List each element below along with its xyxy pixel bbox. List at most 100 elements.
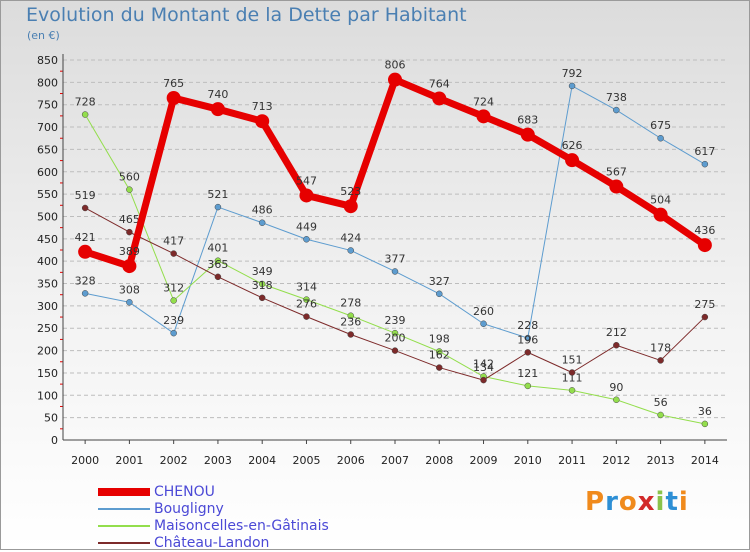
data-point <box>303 236 310 243</box>
x-tick-label: 2014 <box>691 454 719 467</box>
data-point <box>347 312 354 319</box>
data-point <box>613 341 620 349</box>
data-label: 740 <box>207 88 228 101</box>
data-label: 56 <box>654 396 668 409</box>
proxiti-logo: Proxiti <box>585 487 689 517</box>
x-tick-label: 2009 <box>470 454 498 467</box>
data-label: 724 <box>473 95 494 108</box>
data-label: 523 <box>340 185 361 198</box>
data-point <box>347 247 354 254</box>
data-label: 713 <box>252 100 273 113</box>
y-tick-label: 50 <box>44 412 58 425</box>
data-label: 328 <box>75 274 96 287</box>
data-point <box>568 82 576 90</box>
data-label: 626 <box>562 139 583 152</box>
data-point <box>126 228 133 236</box>
data-label: 765 <box>163 77 184 90</box>
x-tick-label: 2008 <box>425 454 453 467</box>
data-label: 521 <box>207 188 228 201</box>
legend-label: CHENOU <box>154 484 215 500</box>
data-label: 239 <box>163 314 184 327</box>
data-point <box>701 420 709 428</box>
data-point <box>524 382 532 390</box>
data-point <box>653 207 668 222</box>
y-tick-label: 200 <box>37 345 58 358</box>
data-point <box>436 290 443 298</box>
y-tick-label: 250 <box>37 322 58 335</box>
data-point <box>609 179 624 194</box>
data-label: 142 <box>473 358 494 371</box>
data-point <box>391 268 399 275</box>
data-label: 162 <box>429 349 450 362</box>
data-label: 377 <box>385 252 406 265</box>
data-point <box>170 297 177 304</box>
data-label: 198 <box>429 332 450 345</box>
data-point <box>524 349 532 356</box>
data-label: 121 <box>517 367 538 380</box>
data-point <box>388 72 402 87</box>
data-point <box>170 250 177 257</box>
data-label: 151 <box>562 353 583 366</box>
y-tick-label: 150 <box>37 367 58 380</box>
legend-label: Maisoncelles-en-Gâtinais <box>154 518 329 534</box>
data-label: 36 <box>698 405 712 418</box>
data-point <box>568 369 576 376</box>
y-tick-label: 500 <box>37 210 58 223</box>
data-label: 738 <box>606 91 627 104</box>
data-label: 617 <box>694 145 715 158</box>
data-point <box>520 127 535 142</box>
y-tick-label: 600 <box>37 166 58 179</box>
logo-letter: x <box>637 487 656 517</box>
data-label: 389 <box>119 245 140 258</box>
data-label: 465 <box>119 213 140 226</box>
y-tick-label: 550 <box>37 188 58 201</box>
data-label: 421 <box>75 231 96 244</box>
data-point <box>391 329 399 337</box>
data-label: 111 <box>562 371 583 384</box>
data-label: 228 <box>517 319 538 332</box>
data-point <box>613 396 620 404</box>
data-point <box>122 259 137 274</box>
data-point <box>476 109 491 124</box>
data-point <box>126 299 133 306</box>
chart-subtitle: (en €) <box>27 29 60 42</box>
data-label: 260 <box>473 305 494 318</box>
data-label: 236 <box>340 315 361 328</box>
data-label: 327 <box>429 275 450 288</box>
data-label: 212 <box>606 326 627 339</box>
data-point <box>432 91 447 106</box>
legend-label: Château-Landon <box>154 535 270 551</box>
data-label: 436 <box>694 224 715 237</box>
legend-swatch <box>98 542 150 544</box>
data-point <box>255 114 270 129</box>
data-label: 547 <box>296 174 317 187</box>
data-label: 417 <box>163 235 184 248</box>
data-point <box>166 91 181 105</box>
data-label: 314 <box>296 281 317 294</box>
data-point <box>657 411 664 419</box>
data-point <box>565 153 580 168</box>
data-label: 792 <box>562 67 583 80</box>
data-label: 308 <box>119 283 140 296</box>
data-label: 449 <box>296 220 317 233</box>
data-point <box>81 290 89 297</box>
x-tick-label: 2011 <box>558 454 586 467</box>
data-point <box>343 199 358 214</box>
data-point <box>657 134 664 142</box>
data-point <box>126 186 133 193</box>
legend-swatch <box>98 508 150 510</box>
data-label: 90 <box>609 381 623 394</box>
data-point <box>436 364 443 371</box>
data-point <box>436 348 443 355</box>
data-label: 312 <box>163 282 184 295</box>
series-line <box>85 85 706 339</box>
chart-title: Evolution du Montant de la Dette par Hab… <box>26 4 467 26</box>
data-label: 349 <box>252 265 273 278</box>
data-point <box>258 280 266 288</box>
data-label: 519 <box>75 189 96 202</box>
y-tick-label: 100 <box>37 389 58 402</box>
x-tick-label: 2006 <box>337 454 365 467</box>
x-tick-label: 2003 <box>204 454 232 467</box>
data-point <box>701 313 709 321</box>
